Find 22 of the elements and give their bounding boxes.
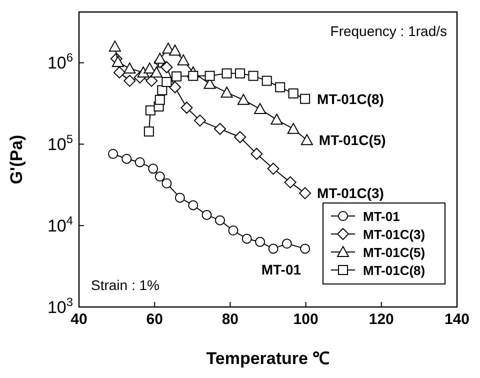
y-tick-label: 10$^{4}$ (47, 214, 74, 236)
x-tick-label: 60 (146, 311, 163, 328)
text: MT-01C(5) (318, 132, 386, 148)
annotation: Frequency : 1rad/s (330, 23, 447, 39)
x-tick-label: 120 (368, 311, 394, 328)
text: MT-01C(8) (317, 90, 384, 107)
legend-label: MT-01 (363, 209, 400, 224)
x-tick-label: 40 (70, 311, 88, 328)
y-tick-label: 10$^{5}$ (47, 132, 74, 154)
annotation: Strain : 1% (91, 277, 160, 293)
legend-label: MT-01C(3) (363, 227, 426, 242)
x-tick-label: 80 (222, 311, 239, 328)
y-tick-label: 10$^{6}$ (47, 50, 74, 73)
text: MT-01C(3) (317, 185, 384, 202)
x-tick-label: 100 (293, 311, 318, 328)
x-tick-label: 140 (444, 311, 470, 328)
x-axis-title: Temperature ℃ (206, 349, 330, 368)
text: MT-01 (261, 262, 302, 278)
legend-label: MT-01C(8) (363, 263, 426, 278)
legend-label: MT-01C(5) (363, 245, 426, 260)
y-tick-label: 10$^{3}$ (47, 295, 74, 317)
y-axis-title: G'(Pa) (7, 134, 26, 184)
